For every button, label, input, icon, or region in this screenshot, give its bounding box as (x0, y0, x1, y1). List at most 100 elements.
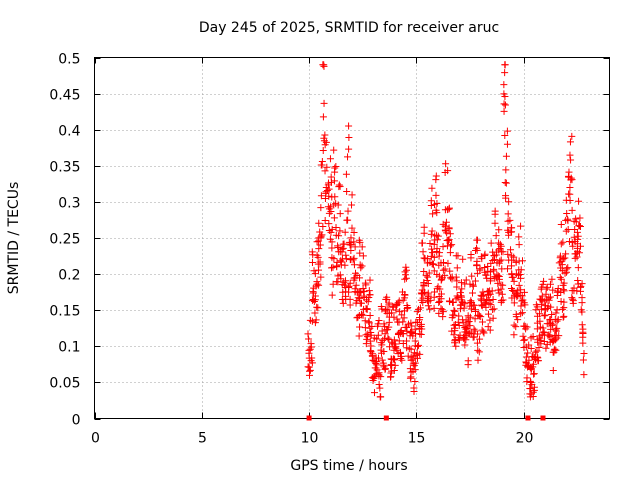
data-point (552, 336, 560, 344)
data-point (534, 357, 542, 365)
data-point (356, 274, 364, 282)
data-point (553, 292, 561, 300)
data-point (573, 228, 581, 236)
data-point (355, 332, 363, 340)
data-point (307, 357, 315, 365)
data-point (399, 318, 407, 326)
data-point (402, 263, 410, 271)
data-point (317, 273, 325, 281)
data-point (389, 303, 397, 311)
data-point (514, 271, 522, 279)
data-point (573, 287, 581, 295)
data-point (364, 330, 372, 338)
data-point (569, 295, 577, 303)
data-point (414, 354, 422, 362)
data-point (478, 302, 486, 310)
data-point (357, 310, 365, 318)
data-point (521, 336, 529, 344)
data-point (459, 319, 467, 327)
data-point (376, 393, 384, 401)
data-point (507, 262, 515, 270)
data-point (564, 264, 572, 272)
data-point (316, 258, 324, 266)
data-point (396, 348, 404, 356)
data-point (407, 345, 415, 353)
data-point (497, 248, 505, 256)
data-point (323, 186, 331, 194)
data-point (495, 273, 503, 281)
data-point (459, 255, 467, 263)
data-point (427, 230, 435, 238)
data-point (451, 307, 459, 315)
data-point (355, 294, 363, 302)
y-tick-label: 0.05 (49, 376, 80, 392)
data-point (374, 354, 382, 362)
data-point (359, 252, 367, 260)
data-point (306, 345, 314, 353)
data-point (522, 358, 530, 366)
data-point (313, 238, 321, 246)
data-point (368, 352, 376, 360)
data-point (568, 132, 576, 140)
data-point (446, 298, 454, 306)
data-point (566, 190, 574, 198)
data-point (310, 298, 318, 306)
data-point (452, 342, 460, 350)
data-point (570, 217, 578, 225)
data-point (504, 210, 512, 218)
data-point (455, 312, 463, 320)
y-tick-label: 0.5 (58, 52, 80, 68)
data-point (507, 224, 515, 232)
data-point (314, 253, 322, 261)
data-point (385, 299, 393, 307)
data-point (325, 185, 333, 193)
data-point (579, 356, 587, 364)
data-point (432, 172, 440, 180)
data-point (325, 209, 333, 217)
y-tick-label: 0.35 (49, 160, 80, 176)
data-point (375, 380, 383, 388)
data-point (475, 348, 483, 356)
data-point (513, 293, 521, 301)
data-point (540, 337, 548, 345)
data-point (315, 245, 323, 253)
data-point (546, 280, 554, 288)
data-point (489, 296, 497, 304)
data-point (558, 305, 566, 313)
data-point (345, 145, 353, 153)
data-point (470, 325, 478, 333)
data-point (571, 254, 579, 262)
data-point (441, 222, 449, 230)
data-point (514, 316, 522, 324)
data-point (505, 198, 513, 206)
data-point (357, 299, 365, 307)
data-point (482, 271, 490, 279)
data-point (466, 330, 474, 338)
data-point (502, 194, 510, 202)
data-point (552, 327, 560, 335)
x-tick-label: 20 (516, 431, 534, 447)
data-point (335, 183, 343, 191)
data-point (313, 278, 321, 286)
data-point (574, 264, 582, 272)
data-point (357, 264, 365, 272)
data-point (457, 293, 465, 301)
data-point (489, 305, 497, 313)
data-point (307, 340, 315, 348)
data-point (567, 174, 575, 182)
data-point (501, 61, 509, 69)
data-point (531, 348, 539, 356)
data-point (479, 328, 487, 336)
data-point (448, 241, 456, 249)
data-point (543, 283, 551, 291)
data-point (320, 134, 328, 142)
data-point (320, 61, 328, 69)
data-point (480, 329, 488, 337)
data-point (473, 339, 481, 347)
data-point (386, 373, 394, 381)
data-point (333, 262, 341, 270)
data-point (451, 327, 459, 335)
data-point (438, 275, 446, 283)
data-point (441, 265, 449, 273)
data-point (356, 238, 364, 246)
